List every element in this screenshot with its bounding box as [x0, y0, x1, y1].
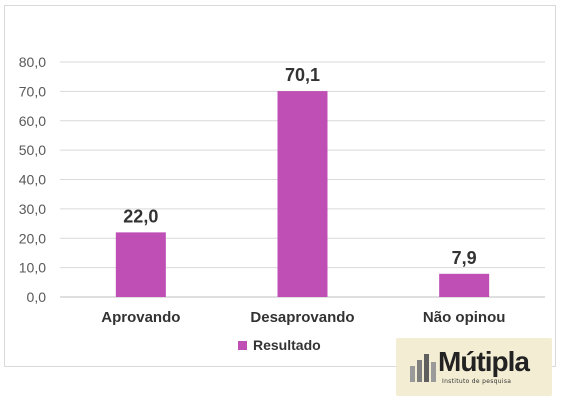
brand-logo: Mútipla Instituto de pesquisa	[396, 338, 552, 396]
x-category-label: Desaprovando	[250, 309, 354, 326]
x-axis-categories: Aprovando Desaprovando Não opinou	[101, 309, 505, 326]
bar	[439, 273, 490, 297]
y-tick-label: 30,0	[19, 201, 46, 217]
legend-swatch	[238, 340, 247, 350]
y-tick-label: 10,0	[19, 260, 46, 276]
bar-chart-logo-icon	[410, 354, 436, 382]
logo-tagline: Instituto de pesquisa	[442, 378, 512, 385]
data-label: 7,9	[452, 248, 477, 268]
data-label: 22,0	[123, 206, 158, 226]
y-tick-label: 50,0	[19, 142, 46, 158]
x-category-label: Não opinou	[423, 309, 506, 326]
y-tick-label: 20,0	[19, 230, 46, 246]
bars	[115, 91, 490, 297]
legend: Resultado	[238, 337, 321, 353]
y-tick-label: 40,0	[19, 172, 46, 188]
bar	[115, 232, 166, 297]
y-axis-ticks: 0,0 10,0 20,0 30,0 40,0 50,0 60,0 70,0 80,0	[19, 54, 46, 305]
x-category-label: Aprovando	[101, 309, 180, 326]
legend-label: Resultado	[253, 337, 321, 353]
bar	[277, 91, 328, 297]
data-label: 70,1	[285, 65, 320, 85]
y-tick-label: 80,0	[19, 54, 46, 70]
y-tick-label: 60,0	[19, 113, 46, 129]
y-tick-label: 0,0	[27, 289, 47, 305]
y-tick-label: 70,0	[19, 83, 46, 99]
logo-wordmark: Mútipla	[438, 346, 530, 377]
data-labels: 22,0 70,1 7,9	[123, 65, 476, 268]
